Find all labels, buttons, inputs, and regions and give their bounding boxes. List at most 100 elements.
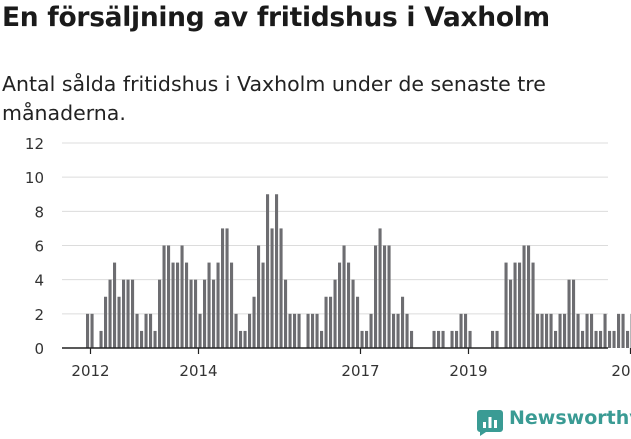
bar xyxy=(135,313,139,348)
bar xyxy=(410,330,414,348)
bar xyxy=(401,296,405,348)
bar xyxy=(270,228,274,348)
x-tick-label: 2017 xyxy=(341,362,379,380)
bar xyxy=(117,296,121,348)
y-tick-label: 10 xyxy=(25,169,44,187)
bar xyxy=(536,313,540,348)
bar xyxy=(284,279,288,348)
bar xyxy=(504,262,508,348)
bar xyxy=(266,194,270,348)
bar xyxy=(153,330,157,348)
bar xyxy=(585,313,589,348)
bar xyxy=(549,313,553,348)
bar xyxy=(491,330,495,348)
y-tick-label: 12 xyxy=(25,135,44,153)
bar xyxy=(162,245,166,348)
bar xyxy=(572,279,576,348)
bar xyxy=(171,262,175,348)
bar xyxy=(459,313,463,348)
bar xyxy=(126,279,130,348)
bar xyxy=(252,296,256,348)
bar xyxy=(230,262,234,348)
bar xyxy=(297,313,301,348)
bar xyxy=(329,296,333,348)
bar xyxy=(333,279,337,348)
bar xyxy=(90,313,94,348)
bar xyxy=(306,313,310,348)
bar xyxy=(221,228,225,348)
bar xyxy=(455,330,459,348)
bar xyxy=(563,313,567,348)
bar xyxy=(239,330,243,348)
bar xyxy=(180,245,184,348)
bar xyxy=(293,313,297,348)
bar xyxy=(450,330,454,348)
brand-name: Newsworthy xyxy=(509,407,631,429)
bar xyxy=(207,262,211,348)
bar xyxy=(212,279,216,348)
bar xyxy=(288,313,292,348)
x-tick-label: 2012 xyxy=(71,362,109,380)
bar xyxy=(387,245,391,348)
bar xyxy=(198,313,202,348)
newsworthy-logo-icon xyxy=(477,410,503,436)
bar xyxy=(518,262,522,348)
bar xyxy=(203,279,207,348)
chart-title: En försäljning av fritidshus i Vaxholm xyxy=(2,2,550,33)
bar xyxy=(531,262,535,348)
bar xyxy=(369,313,373,348)
bar xyxy=(140,330,144,348)
x-tick-label: 2019 xyxy=(449,362,487,380)
bar xyxy=(315,313,319,348)
bar xyxy=(320,330,324,348)
bar xyxy=(149,313,153,348)
bar xyxy=(167,245,171,348)
bar xyxy=(360,330,364,348)
bar xyxy=(527,245,531,348)
y-tick-label: 4 xyxy=(34,272,44,290)
bar xyxy=(342,245,346,348)
bar xyxy=(567,279,571,348)
bar xyxy=(554,330,558,348)
bar xyxy=(279,228,283,348)
bar xyxy=(122,279,126,348)
bar xyxy=(603,313,607,348)
bar xyxy=(261,262,265,348)
bar xyxy=(86,313,90,348)
y-tick-label: 2 xyxy=(34,306,44,324)
newsworthy-logo[interactable]: Newsworthy xyxy=(476,406,631,438)
bar xyxy=(311,313,315,348)
bar xyxy=(509,279,513,348)
bar xyxy=(185,262,189,348)
bar xyxy=(356,296,360,348)
bar xyxy=(590,313,594,348)
bar xyxy=(617,313,621,348)
bar xyxy=(248,313,252,348)
bar xyxy=(131,279,135,348)
bar xyxy=(626,330,630,348)
bar xyxy=(599,330,603,348)
bar xyxy=(432,330,436,348)
x-tick-label: 2014 xyxy=(179,362,217,380)
bar xyxy=(225,228,229,348)
bar xyxy=(545,313,549,348)
bar xyxy=(612,330,616,348)
bar xyxy=(275,194,279,348)
bar xyxy=(99,330,103,348)
bar xyxy=(113,262,117,348)
bar xyxy=(108,279,112,348)
bar xyxy=(243,330,247,348)
y-tick-label: 0 xyxy=(34,340,44,358)
bar xyxy=(594,330,598,348)
bar xyxy=(621,313,625,348)
bar xyxy=(257,245,261,348)
bar xyxy=(216,262,220,348)
bar xyxy=(338,262,342,348)
y-tick-label: 8 xyxy=(34,203,44,221)
bar xyxy=(522,245,526,348)
bar xyxy=(189,279,193,348)
bar xyxy=(158,279,162,348)
bar xyxy=(104,296,108,348)
bar xyxy=(581,330,585,348)
